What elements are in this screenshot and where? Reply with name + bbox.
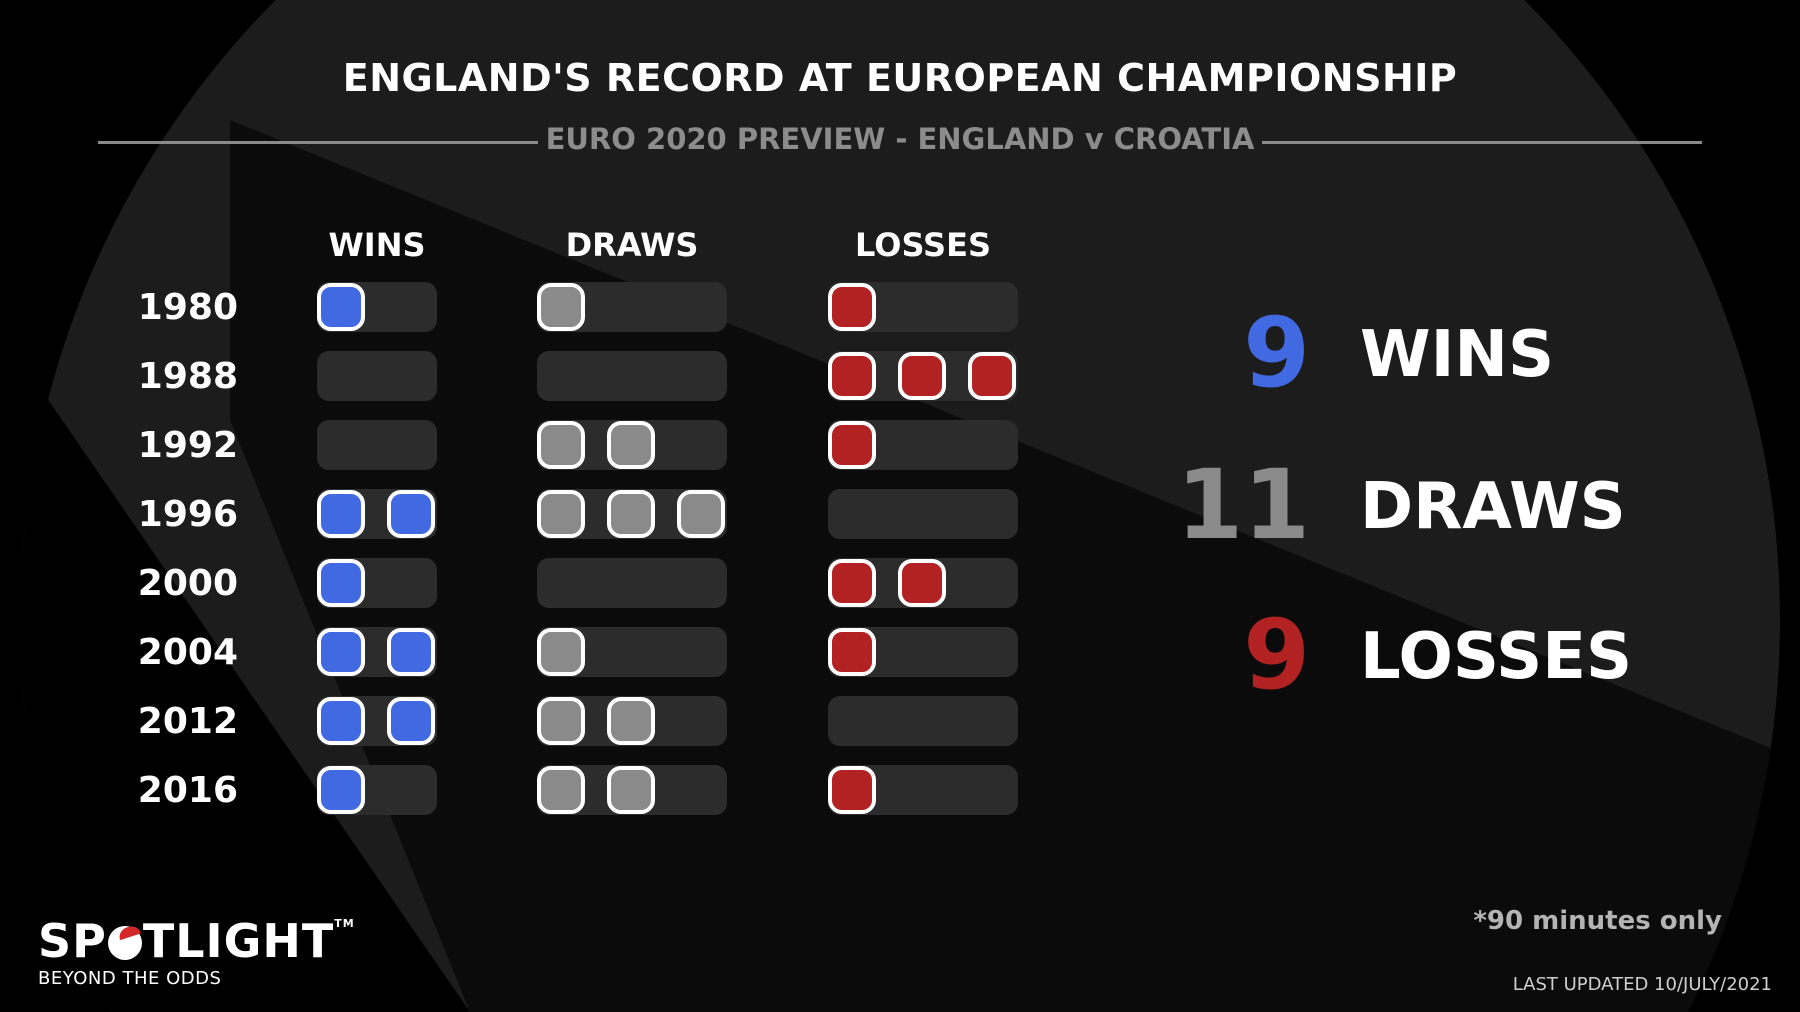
track-draws-1988 (537, 351, 727, 401)
dot-losses-2000-1 (828, 559, 876, 607)
summary-losses-label: LOSSES (1360, 620, 1633, 694)
dot-draws-1996-2 (607, 490, 655, 538)
column-header-losses: LOSSES (854, 226, 991, 264)
subtitle-rule-right (1262, 141, 1702, 144)
row-year-1988: 1988 (137, 356, 238, 397)
spotlight-logo: SP TLIGHTTM BEYOND THE ODDS (38, 918, 355, 989)
dot-draws-1992-2 (607, 421, 655, 469)
logo-spotlight-icon (107, 926, 142, 960)
dot-losses-1980-1 (828, 283, 876, 331)
dot-draws-2016-1 (537, 766, 585, 814)
dot-losses-2004-1 (828, 628, 876, 676)
track-wins-1992 (317, 420, 437, 470)
subtitle-rule-left (98, 141, 538, 144)
summary-losses-count: 9 (1243, 599, 1310, 711)
summary-draws-count: 11 (1176, 449, 1310, 561)
dot-wins-1996-1 (317, 490, 365, 538)
dot-wins-2004-2 (387, 628, 435, 676)
dot-draws-1996-1 (537, 490, 585, 538)
dot-wins-2012-1 (317, 697, 365, 745)
column-header-wins: WINS (328, 226, 426, 264)
row-year-1992: 1992 (137, 425, 238, 466)
summary-draws-label: DRAWS (1360, 470, 1626, 544)
dot-wins-2016-1 (317, 766, 365, 814)
dot-losses-2000-2 (898, 559, 946, 607)
dot-losses-1988-3 (968, 352, 1016, 400)
chart-subtitle: EURO 2020 PREVIEW - ENGLAND v CROATIA (545, 122, 1255, 156)
summary-wins-label: WINS (1360, 318, 1555, 392)
dot-wins-2000-1 (317, 559, 365, 607)
logo-text-start: SP (38, 914, 107, 968)
dot-wins-1980-1 (317, 283, 365, 331)
dot-losses-2016-1 (828, 766, 876, 814)
dot-draws-2016-2 (607, 766, 655, 814)
dot-draws-2012-1 (537, 697, 585, 745)
last-updated: LAST UPDATED 10/JULY/2021 (1512, 974, 1772, 995)
track-wins-1988 (317, 351, 437, 401)
dot-draws-1996-3 (677, 490, 725, 538)
row-year-2004: 2004 (137, 632, 238, 673)
subtitle-row: EURO 2020 PREVIEW - ENGLAND v CROATIA (0, 120, 1800, 164)
column-header-draws: DRAWS (565, 226, 699, 264)
row-year-2000: 2000 (137, 563, 238, 604)
logo-tagline: BEYOND THE ODDS (38, 968, 222, 989)
dot-draws-2012-2 (607, 697, 655, 745)
logo-trademark: TM (334, 917, 355, 930)
dot-draws-1980-1 (537, 283, 585, 331)
dot-losses-1988-1 (828, 352, 876, 400)
track-losses-2012 (828, 696, 1018, 746)
dot-wins-2012-2 (387, 697, 435, 745)
dot-losses-1988-2 (898, 352, 946, 400)
background-shadow-left (20, 330, 470, 1012)
dot-draws-2004-1 (537, 628, 585, 676)
chart-title: ENGLAND'S RECORD AT EUROPEAN CHAMPIONSHI… (342, 56, 1458, 100)
dot-wins-2004-1 (317, 628, 365, 676)
dot-wins-1996-2 (387, 490, 435, 538)
row-year-2012: 2012 (137, 701, 238, 742)
logo-text-end: TLIGHT (142, 914, 335, 968)
logo-wordmark: SP TLIGHTTM (38, 918, 355, 964)
footnote: *90 minutes only (1473, 906, 1722, 936)
summary-wins-count: 9 (1243, 297, 1310, 409)
row-year-1980: 1980 (137, 287, 238, 328)
track-draws-2000 (537, 558, 727, 608)
track-losses-1996 (828, 489, 1018, 539)
dot-losses-1992-1 (828, 421, 876, 469)
row-year-1996: 1996 (137, 494, 238, 535)
row-year-2016: 2016 (137, 770, 238, 811)
dot-draws-1992-1 (537, 421, 585, 469)
